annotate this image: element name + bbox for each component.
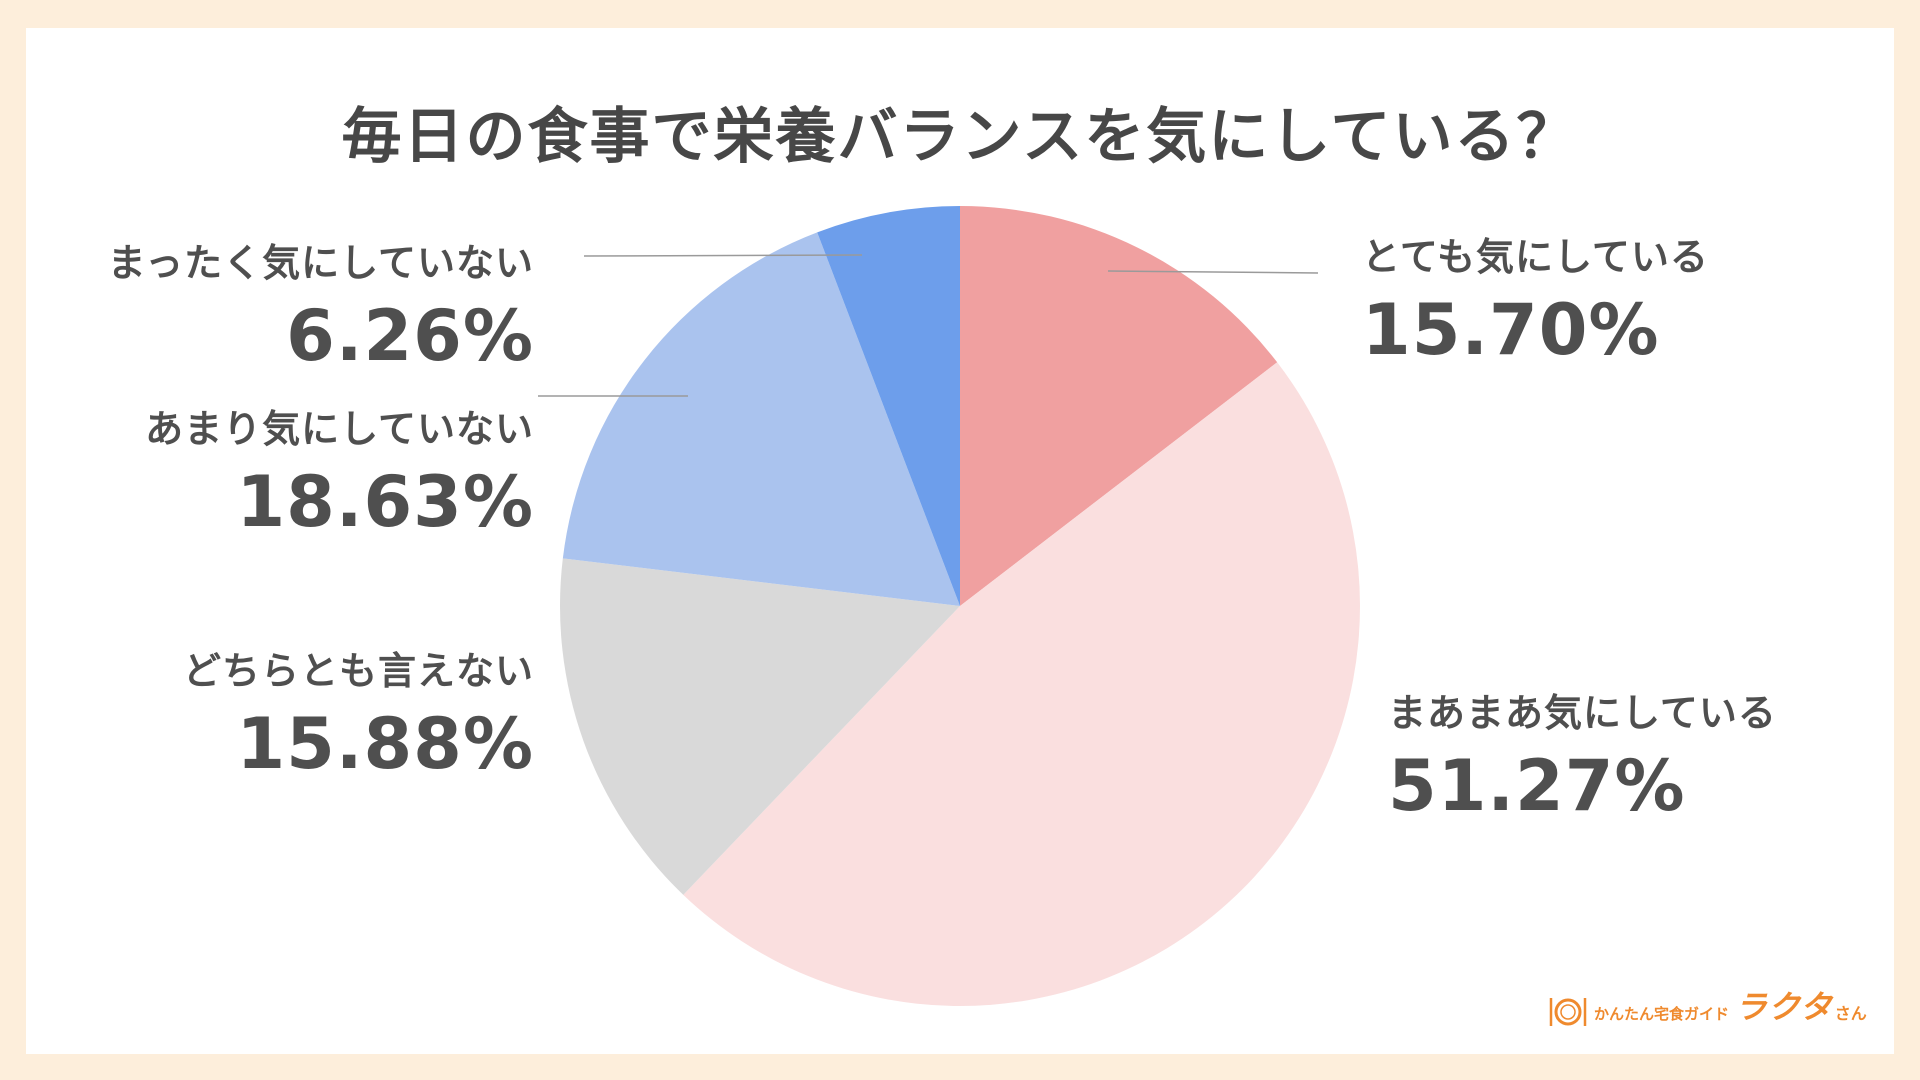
brand-logo: かんたん宅食ガイド ラクタ さん <box>1548 982 1867 1028</box>
slice-label-name: とても気にしている <box>1362 235 1709 279</box>
slice-label-name: あまり気にしていない <box>145 407 534 451</box>
slice-label-value: 15.70% <box>1362 289 1660 371</box>
slice-label-value: 6.26% <box>286 295 534 377</box>
pie-slice-4 <box>817 206 960 606</box>
slice-label-name: どちらとも言えない <box>182 649 534 693</box>
slice-label-0: とても気にしている 15.70% <box>1362 226 1709 365</box>
logo-subtitle: かんたん宅食ガイド <box>1594 1005 1730 1023</box>
pie-slice-0 <box>960 206 1278 606</box>
slice-label-name: まったく気にしていない <box>107 241 534 285</box>
slice-label-name: まあまあ気にしている <box>1388 691 1777 735</box>
logo-brand: ラクタ <box>1735 988 1833 1026</box>
slice-label-4: まったく気にしていない 6.26% <box>108 232 534 371</box>
slice-label-value: 18.63% <box>236 461 534 543</box>
slice-label-3: あまり気にしていない 18.63% <box>145 398 534 537</box>
leader-line-4 <box>583 254 863 257</box>
slice-label-2: どちらとも言えない 15.88% <box>183 640 534 779</box>
slice-label-value: 51.27% <box>1388 745 1686 827</box>
plate-fork-knife-icon <box>1549 998 1587 1026</box>
slice-label-value: 15.88% <box>236 703 534 785</box>
pie-slice-3 <box>562 232 960 606</box>
chart-title: 毎日の食事で栄養バランスを気にしている？ <box>341 102 1579 172</box>
logo-suffix: さん <box>1834 1004 1867 1023</box>
pie-slice-1 <box>683 362 1360 1006</box>
pie-slice-2 <box>560 558 960 895</box>
slice-label-1: まあまあ気にしている 51.27% <box>1388 682 1777 821</box>
leader-line-0 <box>1107 270 1319 274</box>
